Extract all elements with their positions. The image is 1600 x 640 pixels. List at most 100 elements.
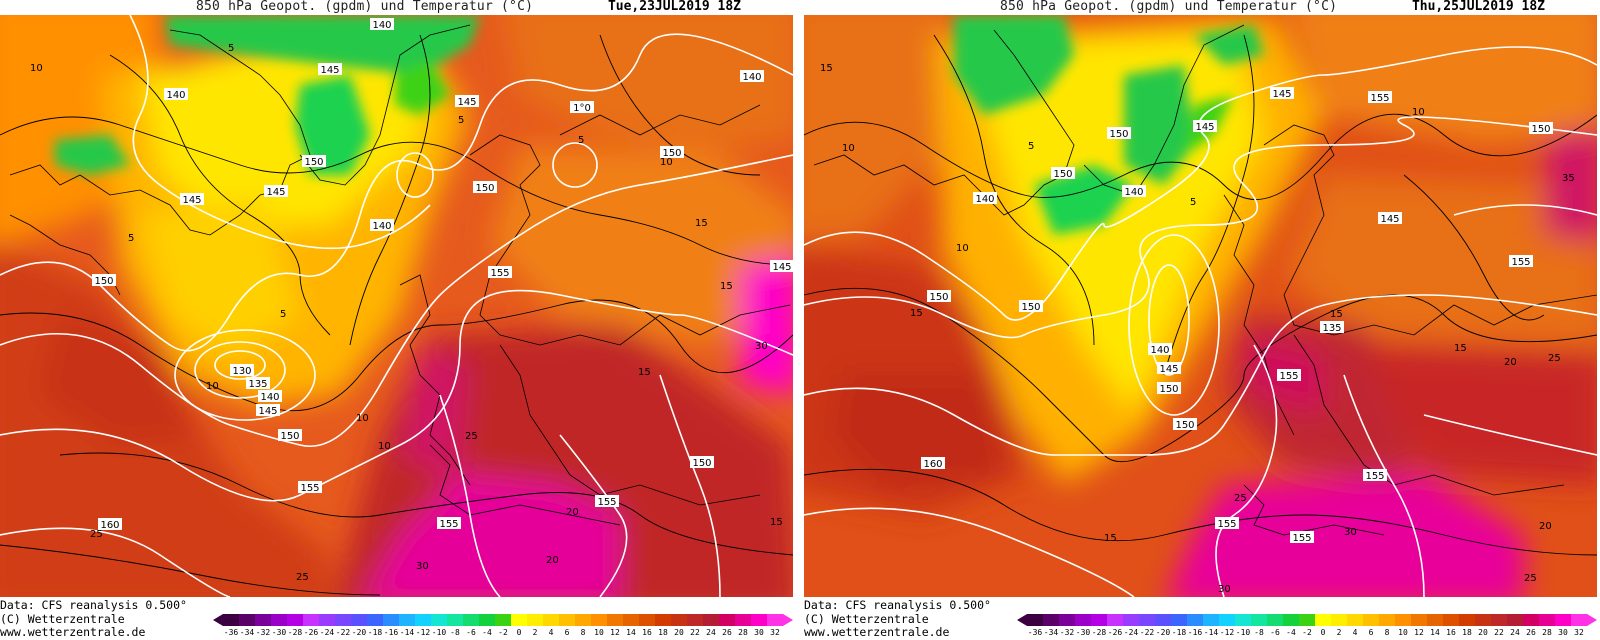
scale-tick-label: 14	[1430, 628, 1440, 637]
chart-title: 850 hPa Geopot. (gpdm) und Temperatur (°…	[196, 0, 534, 14]
geopotential-label: 145	[455, 95, 479, 108]
color-scale-ticks: -36 -34 -32 -30 -28 -26 -24 -22 -20 -18 -16 -14 -12-…	[1017, 628, 1597, 638]
isotherm-label: 5	[228, 43, 234, 54]
scale-tick-label: 16	[1446, 628, 1456, 637]
scale-swatch	[319, 614, 336, 626]
scale-tick-label: -24	[319, 628, 335, 637]
svg-text:155: 155	[1279, 371, 1298, 382]
scale-tick-label: 0	[1320, 628, 1326, 637]
geopotential-label: 150	[1107, 127, 1131, 140]
cold-areas	[55, 15, 480, 175]
svg-text:150: 150	[692, 458, 711, 469]
geopotential-label: 145	[1378, 212, 1402, 225]
geopotential-label: 145	[318, 63, 342, 76]
isotherm-label: 15	[910, 308, 923, 319]
scale-tick-label: -4	[482, 628, 492, 637]
scale-tick-label: 6	[564, 628, 570, 637]
isotherm-label: 20	[546, 555, 559, 566]
scale-tick-label: 6	[1368, 628, 1374, 637]
svg-text:140: 140	[166, 90, 185, 101]
color-scale: -36 -34 -32 -30 -28 -26 -24 -22 -20 -18 -16 -14 -12-…	[213, 614, 793, 638]
isotherm-label: 20	[566, 507, 579, 518]
scale-tick-label: 8	[580, 628, 586, 637]
geopotential-label: 150	[1157, 382, 1181, 395]
website-link[interactable]: www.wetterzentrale.de	[0, 625, 146, 639]
svg-text:140: 140	[1124, 187, 1143, 198]
isotherm-label: 30	[1218, 584, 1231, 595]
geopotential-label: 130	[230, 364, 254, 377]
geopotential-label: 150	[1019, 300, 1043, 313]
scale-swatch	[543, 614, 560, 626]
geopotential-label: 140	[973, 192, 997, 205]
geopotential-label: 135	[246, 377, 270, 390]
isotherm-label: 30	[1344, 527, 1357, 538]
isotherm-label: 25	[465, 431, 478, 442]
scale-swatch	[1219, 614, 1236, 626]
scale-swatch	[607, 614, 624, 626]
credits: Data: CFS reanalysis 0.500° (C) Wetterze…	[0, 598, 205, 640]
isotherm-label: 5	[280, 309, 286, 320]
map-labels: 145 155 150 150 145 150 140 140 145 150 …	[921, 87, 1553, 544]
scale-tick-label: 16	[642, 628, 652, 637]
isotherm-label: 10	[1412, 107, 1425, 118]
scale-swatch	[591, 614, 608, 626]
scale-tick-label: -36	[223, 628, 239, 637]
scale-tick-label: -18	[367, 628, 383, 637]
scale-tick-label: -26	[1107, 628, 1123, 637]
geopotential-label: 140	[258, 390, 282, 403]
valid-time: Tue,23JUL2019 18Z	[607, 0, 741, 14]
scale-tick-label: -22	[335, 628, 351, 637]
svg-text:140: 140	[372, 221, 391, 232]
scale-swatch	[1235, 614, 1252, 626]
scale-swatch	[735, 614, 752, 626]
credits: Data: CFS reanalysis 0.500° (C) Wetterze…	[804, 598, 1009, 640]
scale-tick-label: 14	[626, 628, 636, 637]
scale-swatch	[671, 614, 688, 626]
scale-swatch	[335, 614, 352, 626]
scale-swatch	[1523, 614, 1540, 626]
svg-text:140: 140	[260, 392, 279, 403]
scale-swatch	[719, 614, 736, 626]
scale-swatch	[767, 614, 784, 626]
scale-swatch	[223, 614, 240, 626]
svg-text:155: 155	[1292, 533, 1311, 544]
scale-tick-label: 20	[674, 628, 684, 637]
geopotential-label: 145	[264, 185, 288, 198]
scale-arrow-left	[213, 614, 223, 626]
isotherm-labels: 10 5 5 5 10 5 5 10 10 15 15 10 15 25 30 …	[30, 43, 783, 583]
svg-text:145: 145	[1159, 364, 1178, 375]
scale-tick-label: -2	[1302, 628, 1312, 637]
scale-arrow-right	[1587, 614, 1597, 626]
scale-swatch	[383, 614, 400, 626]
geopotential-label: 145	[180, 193, 204, 206]
scale-tick-label: -14	[399, 628, 415, 637]
geopotential-contours	[0, 15, 793, 597]
scale-tick-label: -18	[1171, 628, 1187, 637]
scale-swatch	[1283, 614, 1300, 626]
geopotential-label: 155	[1290, 531, 1314, 544]
scale-arrow-left	[1017, 614, 1027, 626]
svg-text:150: 150	[1531, 124, 1550, 135]
website-link[interactable]: www.wetterzentrale.de	[804, 625, 950, 639]
svg-text:135: 135	[248, 379, 267, 390]
scale-tick-label: -6	[466, 628, 476, 637]
scale-tick-label: 26	[1526, 628, 1536, 637]
isotherm-label: 30	[755, 341, 768, 352]
data-source: Data: CFS reanalysis 0.500°	[0, 598, 187, 612]
geopotential-label: 140	[1122, 185, 1146, 198]
scale-tick-label: -26	[303, 628, 319, 637]
scale-swatch	[1251, 614, 1268, 626]
isotherm-label: 20	[1539, 521, 1552, 532]
scale-tick-label: 12	[610, 628, 620, 637]
scale-swatch	[367, 614, 384, 626]
scale-swatch	[1395, 614, 1412, 626]
geopotential-label: 145	[770, 260, 793, 273]
isotherm-label: 15	[1104, 533, 1117, 544]
scale-tick-label: -10	[1235, 628, 1251, 637]
scale-swatch	[1107, 614, 1124, 626]
svg-text:155: 155	[490, 268, 509, 279]
scale-swatch	[575, 614, 592, 626]
coastlines	[9, 24, 791, 526]
isotherm-label: 25	[1548, 353, 1561, 364]
scale-tick-label: 0	[516, 628, 522, 637]
